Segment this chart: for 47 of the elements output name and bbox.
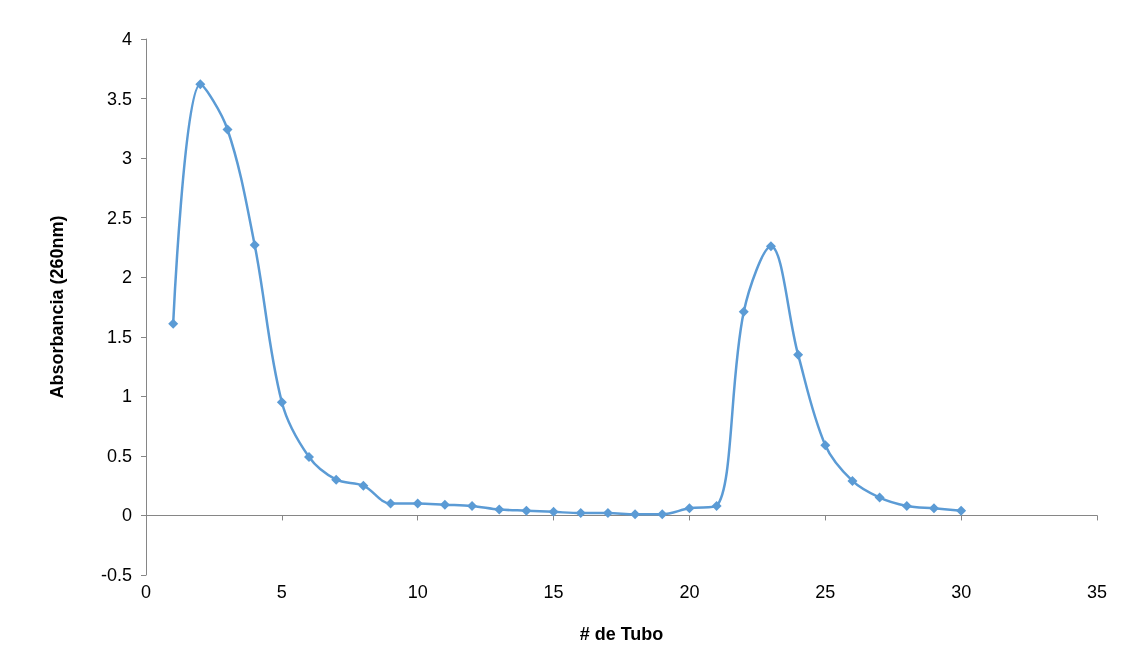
point [276,397,287,408]
x-tick-label: 20 [679,582,700,602]
point [467,500,478,511]
point [521,505,532,516]
point [331,474,342,485]
point [548,506,559,517]
y-tick-label: 0.5 [106,445,132,466]
point [956,505,967,516]
point [738,306,749,317]
x-tick-label: 15 [543,582,564,602]
x-tick-label: 0 [140,582,152,602]
point [304,452,315,463]
point [657,509,668,520]
point [765,241,776,252]
x-tick-label: 10 [407,582,428,602]
point [874,492,885,503]
point [901,500,912,511]
y-tick-label: 1.5 [106,326,132,347]
point [358,480,369,491]
x-tick-label: 5 [276,582,287,602]
point [222,124,233,135]
y-tick-label: 0 [121,505,132,526]
y-tick-label: 1 [121,386,132,407]
y-tick-label: 2 [121,267,132,288]
point [793,349,804,360]
point [847,475,858,486]
x-axis-title: # de Tubo [579,624,664,644]
point [439,499,450,510]
point [928,503,939,514]
point [494,504,505,515]
y-tick-label: 3 [121,148,132,169]
point [820,440,831,451]
point [249,240,260,251]
point [385,498,396,509]
y-tick-label: 3.5 [106,88,132,109]
point [412,498,423,509]
y-tick-label: 2.5 [106,207,132,228]
y-axis-title: Absorbancia (260nm) [47,215,67,399]
point [168,318,179,329]
y-tick-label: -0.5 [100,565,132,585]
y-tick-label: 4 [121,29,132,49]
point [711,500,722,511]
x-tick-label: 30 [951,582,972,602]
x-tick-label: 25 [815,582,836,602]
x-tick-label: 35 [1086,582,1108,602]
point [195,79,206,90]
point [684,503,695,514]
